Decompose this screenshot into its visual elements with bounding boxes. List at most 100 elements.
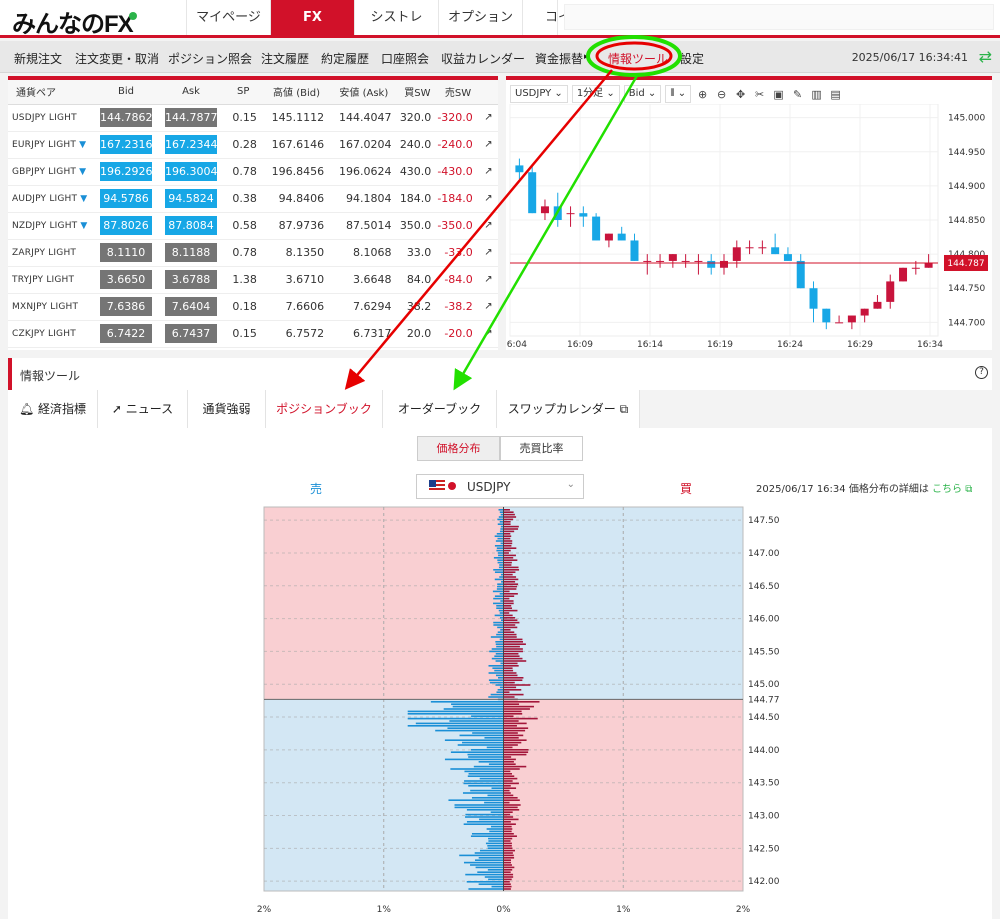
- ask-cell[interactable]: 6.7437: [158, 320, 224, 348]
- rate-row[interactable]: GBPJPY LIGHT ▼ 196.2926 196.3004 0.78 196.845…: [8, 158, 498, 186]
- help-icon[interactable]: ?: [975, 366, 988, 379]
- topnav-option[interactable]: オプション: [438, 0, 522, 35]
- chart-link-icon[interactable]: ↗: [478, 131, 498, 159]
- bid-cell[interactable]: 8.1110: [93, 239, 159, 267]
- save-icon[interactable]: ▣: [773, 87, 784, 101]
- menu-info-tool[interactable]: 情報ツール: [608, 52, 669, 66]
- menu-account[interactable]: 口座照会: [381, 52, 430, 66]
- ask-cell[interactable]: 7.6404: [158, 293, 224, 321]
- bid-cell[interactable]: 167.2316: [93, 131, 159, 159]
- ask-cell[interactable]: 8.1188: [158, 239, 224, 267]
- trash-icon[interactable]: ▥: [811, 87, 822, 101]
- bid-cell[interactable]: 87.8026: [93, 212, 159, 240]
- sell-position-bar: [471, 715, 504, 717]
- ask-cell[interactable]: 87.8084: [158, 212, 224, 240]
- brand-logo[interactable]: みんなのFX: [12, 4, 137, 39]
- ask-quote[interactable]: 3.6788: [165, 270, 218, 289]
- rate-row[interactable]: USDJPY LIGHT 144.7862 144.7877 0.15 145.1112…: [8, 104, 498, 132]
- bid-cell[interactable]: 144.7862: [93, 104, 159, 132]
- topnav-systrade[interactable]: シストレ: [354, 0, 438, 35]
- rate-row[interactable]: NZDJPY LIGHT ▼ 87.8026 87.8084 0.58 87.9736 87…: [8, 212, 498, 240]
- ask-quote[interactable]: 87.8084: [165, 216, 218, 235]
- menu-position[interactable]: ポジション照会: [168, 52, 253, 66]
- move-icon[interactable]: ✥: [735, 87, 746, 101]
- ask-quote[interactable]: 196.3004: [165, 162, 218, 181]
- chart-interval-select[interactable]: 1分足 ⌄: [571, 85, 620, 103]
- rate-row[interactable]: CZKJPY LIGHT 6.7422 6.7437 0.15 6.7572 6.7317…: [8, 320, 498, 348]
- menu-order-history[interactable]: 注文履歴: [261, 52, 310, 66]
- clipboard-icon[interactable]: ▤: [830, 87, 841, 101]
- zoom-out-icon[interactable]: ⊖: [716, 87, 727, 101]
- chart-link-icon[interactable]: ↗: [478, 158, 498, 186]
- zoom-in-icon[interactable]: ⊕: [697, 87, 708, 101]
- detail-link[interactable]: こちら: [932, 484, 963, 495]
- bid-quote[interactable]: 196.2926: [100, 162, 153, 181]
- scissors-icon[interactable]: ✂: [754, 87, 765, 101]
- sell-position-bar: [489, 681, 504, 684]
- chart-link-icon[interactable]: ↗: [478, 266, 498, 294]
- chart-link-icon[interactable]: ↗: [478, 104, 498, 132]
- bid-quote[interactable]: 94.5786: [100, 189, 153, 208]
- bid-cell[interactable]: 196.2926: [93, 158, 159, 186]
- menu-transfer[interactable]: 資金振替: [535, 52, 584, 66]
- ask-cell[interactable]: 167.2344: [158, 131, 224, 159]
- bid-cell[interactable]: 6.7422: [93, 320, 159, 348]
- tab-economic-indicators[interactable]: 🔔︎ 経済指標: [8, 390, 98, 428]
- sync-icon[interactable]: ⇄: [978, 47, 992, 66]
- bid-cell[interactable]: 94.5786: [93, 185, 159, 213]
- topnav-mypage[interactable]: マイページ: [186, 0, 270, 35]
- menu-order-change[interactable]: 注文変更・取消: [75, 52, 160, 66]
- ask-cell[interactable]: 94.5824: [158, 185, 224, 213]
- ask-quote[interactable]: 6.7437: [165, 324, 218, 343]
- chart-link-icon[interactable]: ↗: [478, 293, 498, 321]
- ask-quote[interactable]: 8.1188: [165, 243, 218, 262]
- rate-row[interactable]: ZARJPY LIGHT 8.1110 8.1188 0.78 8.1350 8.1068…: [8, 239, 498, 267]
- rate-row[interactable]: EURJPY LIGHT ▼ 167.2316 167.2344 0.28 167.614…: [8, 131, 498, 159]
- bid-quote[interactable]: 87.8026: [100, 216, 153, 235]
- rate-row[interactable]: AUDJPY LIGHT ▼ 94.5786 94.5824 0.38 94.8406 94…: [8, 185, 498, 213]
- ask-quote[interactable]: 144.7877: [165, 108, 218, 127]
- bid-quote[interactable]: 8.1110: [100, 243, 153, 262]
- menu-new-order[interactable]: 新規注文: [14, 52, 63, 66]
- buy-position-bar: [503, 645, 520, 648]
- ask-cell[interactable]: 144.7877: [158, 104, 224, 132]
- bid-quote[interactable]: 167.2316: [100, 135, 153, 154]
- chart-type-select[interactable]: ⫴ ⌄: [665, 85, 692, 103]
- bid-quote[interactable]: 6.7422: [100, 324, 153, 343]
- book-symbol-select[interactable]: USDJPY ⌄: [416, 474, 584, 499]
- chart-link-icon[interactable]: ↗: [478, 320, 498, 348]
- ask-quote[interactable]: 167.2344: [165, 135, 218, 154]
- pencil-icon[interactable]: ✎: [792, 87, 803, 101]
- bid-quote[interactable]: 7.6386: [100, 297, 153, 316]
- segment-price-distribution[interactable]: 価格分布: [417, 436, 500, 461]
- buy-position-bar: [503, 569, 520, 571]
- ask-cell[interactable]: 196.3004: [158, 158, 224, 186]
- ask-quote[interactable]: 7.6404: [165, 297, 218, 316]
- menu-settings[interactable]: 設定: [680, 52, 705, 66]
- tab-news[interactable]: ➚ ニュース: [98, 390, 188, 428]
- chart-link-icon[interactable]: ↗: [478, 185, 498, 213]
- sell-position-bar: [499, 593, 504, 595]
- ask-cell[interactable]: 3.6788: [158, 266, 224, 294]
- sell-position-bar: [496, 549, 504, 552]
- menu-exec-history[interactable]: 約定履歴: [321, 52, 370, 66]
- tab-position-book[interactable]: ポジションブック: [266, 390, 383, 429]
- topnav-fx[interactable]: FX: [270, 0, 354, 35]
- bid-quote[interactable]: 144.7862: [100, 108, 153, 127]
- tab-currency-strength[interactable]: 通貨強弱: [188, 390, 266, 428]
- menu-calendar[interactable]: 収益カレンダー: [441, 52, 526, 66]
- tab-order-book[interactable]: オーダーブック: [383, 390, 497, 428]
- ask-quote[interactable]: 94.5824: [165, 189, 218, 208]
- tab-swap-calendar[interactable]: スワップカレンダー ⧉: [497, 390, 640, 428]
- bid-cell[interactable]: 7.6386: [93, 293, 159, 321]
- chart-link-icon[interactable]: ↗: [478, 239, 498, 267]
- candlestick-chart[interactable]: 16:04 16:09 16:14 16:19 16:24 16:29 16:34 145.0…: [506, 104, 992, 350]
- rate-row[interactable]: MXNJPY LIGHT 7.6386 7.6404 0.18 7.6606 7.6294…: [8, 293, 498, 321]
- segment-buy-sell-ratio[interactable]: 売買比率: [500, 436, 583, 461]
- bid-quote[interactable]: 3.6650: [100, 270, 153, 289]
- chart-link-icon[interactable]: ↗: [478, 212, 498, 240]
- bid-cell[interactable]: 3.6650: [93, 266, 159, 294]
- chart-symbol-select[interactable]: USDJPY ⌄: [510, 85, 568, 103]
- chart-side-select[interactable]: Bid ⌄: [623, 85, 662, 103]
- rate-row[interactable]: TRYJPY LIGHT 3.6650 3.6788 1.38 3.6710 3.6648…: [8, 266, 498, 294]
